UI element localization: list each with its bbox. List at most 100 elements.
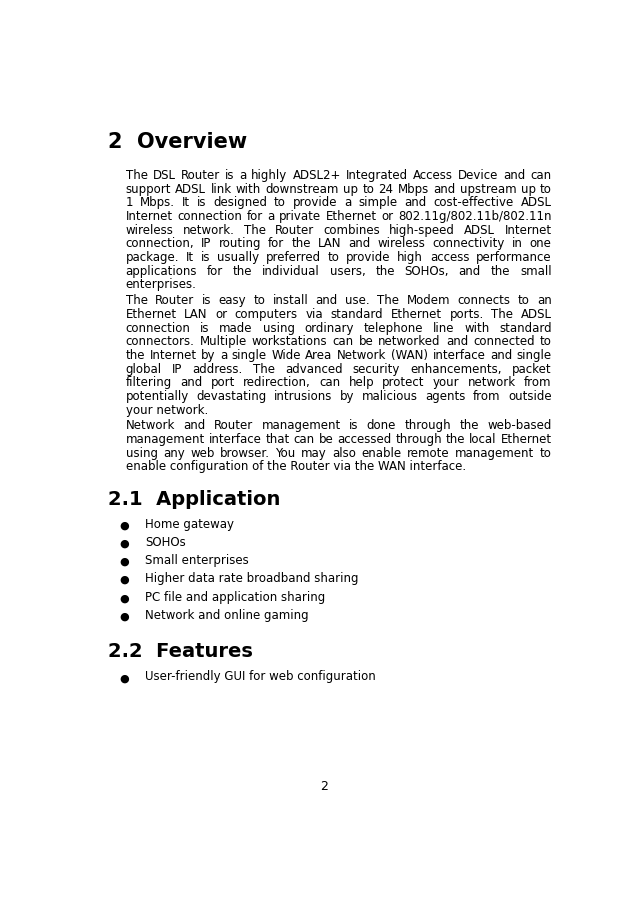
Text: is: is [349, 419, 358, 433]
Text: protect: protect [382, 376, 425, 389]
Text: networked: networked [379, 335, 441, 348]
Text: The: The [377, 294, 399, 307]
Text: is: is [225, 169, 234, 182]
Text: Internet: Internet [504, 224, 552, 237]
Text: and: and [180, 376, 202, 389]
Text: individual: individual [262, 265, 320, 278]
Text: browser.: browser. [220, 446, 270, 460]
Text: for: for [207, 265, 223, 278]
Text: 2.1  Application: 2.1 Application [109, 489, 281, 508]
Text: local: local [469, 433, 497, 446]
Text: wireless: wireless [377, 238, 425, 251]
Text: management: management [126, 433, 205, 446]
Text: from: from [524, 376, 552, 389]
Text: connection: connection [126, 322, 190, 334]
Text: Home gateway: Home gateway [145, 517, 234, 530]
Text: to: to [253, 294, 265, 307]
Text: also: also [332, 446, 356, 460]
Text: users,: users, [330, 265, 365, 278]
Text: Wide: Wide [271, 349, 301, 362]
Text: performance: performance [476, 251, 552, 264]
Text: connection,: connection, [126, 238, 194, 251]
Text: use.: use. [345, 294, 370, 307]
Text: 2  Overview: 2 Overview [109, 132, 248, 152]
Text: 802.11g/802.11b/802.11n: 802.11g/802.11b/802.11n [398, 210, 552, 223]
Text: redirection,: redirection, [243, 376, 311, 389]
Text: can: can [530, 169, 552, 182]
Text: single: single [232, 349, 267, 362]
Text: made: made [219, 322, 253, 334]
Text: any: any [163, 446, 185, 460]
Text: high: high [398, 251, 423, 264]
Text: highly: highly [252, 169, 288, 182]
Text: 1: 1 [126, 196, 133, 210]
Text: the: the [459, 419, 479, 433]
Text: is: is [200, 251, 210, 264]
Text: to: to [540, 335, 552, 348]
Text: with: with [236, 182, 261, 196]
Text: Network: Network [126, 419, 175, 433]
Text: one: one [530, 238, 552, 251]
Text: usually: usually [217, 251, 259, 264]
Text: standard: standard [331, 308, 383, 321]
Text: ●: ● [119, 593, 129, 603]
Text: is: is [202, 294, 211, 307]
Text: your: your [433, 376, 459, 389]
Text: access: access [430, 251, 470, 264]
Text: a: a [267, 210, 275, 223]
Text: SOHOs,: SOHOs, [404, 265, 449, 278]
Text: workstations: workstations [252, 335, 327, 348]
Text: It: It [186, 251, 194, 264]
Text: Device: Device [458, 169, 499, 182]
Text: IP: IP [172, 363, 182, 375]
Text: help: help [348, 376, 374, 389]
Text: Internet: Internet [126, 210, 173, 223]
Text: remote: remote [407, 446, 450, 460]
Text: package.: package. [126, 251, 179, 264]
Text: the: the [233, 265, 252, 278]
Text: ●: ● [119, 575, 129, 585]
Text: Area: Area [305, 349, 332, 362]
Text: a: a [239, 169, 246, 182]
Text: Access: Access [413, 169, 453, 182]
Text: SOHOs: SOHOs [145, 536, 186, 548]
Text: Small enterprises: Small enterprises [145, 554, 249, 567]
Text: management: management [455, 446, 535, 460]
Text: Ethernet: Ethernet [391, 308, 442, 321]
Text: LAN: LAN [318, 238, 341, 251]
Text: ●: ● [119, 673, 129, 683]
Text: line: line [433, 322, 454, 334]
Text: enterprises.: enterprises. [126, 279, 197, 292]
Text: advanced: advanced [285, 363, 343, 375]
Text: ●: ● [119, 538, 129, 548]
Text: telephone: telephone [363, 322, 423, 334]
Text: provide: provide [293, 196, 337, 210]
Text: a: a [344, 196, 351, 210]
Text: (WAN): (WAN) [391, 349, 428, 362]
Text: 2.2  Features: 2.2 Features [109, 642, 253, 661]
Text: Mbps: Mbps [398, 182, 429, 196]
Text: to: to [362, 182, 374, 196]
Text: in: in [512, 238, 523, 251]
Text: standard: standard [499, 322, 552, 334]
Text: port: port [210, 376, 235, 389]
Text: security: security [353, 363, 400, 375]
Text: combines: combines [324, 224, 380, 237]
Text: from: from [473, 390, 501, 403]
Text: ADSL: ADSL [521, 196, 552, 210]
Text: The: The [491, 308, 513, 321]
Text: Ethernet: Ethernet [126, 308, 177, 321]
Text: ADSL2+: ADSL2+ [293, 169, 341, 182]
Text: address.: address. [192, 363, 243, 375]
Text: small: small [520, 265, 552, 278]
Text: for: for [268, 238, 284, 251]
Text: up: up [343, 182, 358, 196]
Text: ●: ● [119, 557, 129, 567]
Text: LAN: LAN [184, 308, 208, 321]
Text: and: and [446, 335, 468, 348]
Text: DSL: DSL [152, 169, 176, 182]
Text: enable: enable [362, 446, 401, 460]
Text: your network.: your network. [126, 404, 208, 416]
Text: single: single [516, 349, 552, 362]
Text: The: The [253, 363, 275, 375]
